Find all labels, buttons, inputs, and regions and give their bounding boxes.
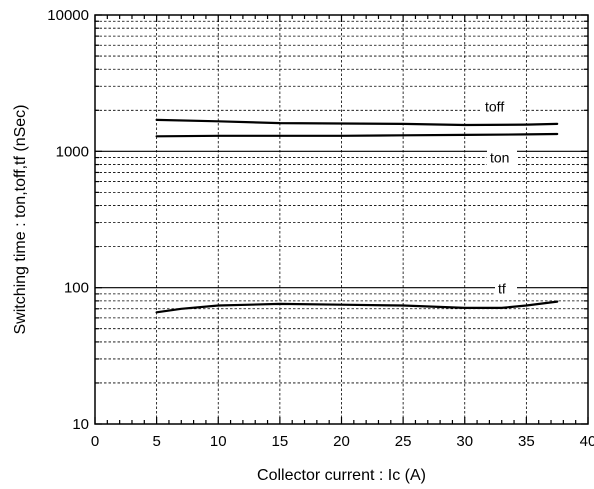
series-line-toff [155,118,559,127]
series-label-ton: ton [487,149,517,166]
series-label-bg [482,99,520,115]
x-tick-label: 30 [456,433,473,450]
series-label-toff: toff [482,99,520,115]
series-label-bg [487,150,517,166]
x-tick-label: 35 [518,433,535,450]
grid [95,15,588,424]
series-labels: toff ton tf [482,99,520,297]
series-label-bg [495,281,517,297]
x-tick-label: 25 [395,433,412,450]
series-line-ton [155,132,559,138]
series-label-tf: tf [495,281,517,297]
series-line-tf [155,300,559,314]
x-tick-label: 40 [580,433,594,450]
series-label-text: toff [485,99,504,115]
x-axis-label: Collector current : Ic (A) [257,467,426,484]
series-label-text: tf [498,281,506,297]
series-group [155,118,559,314]
x-tick-label: 10 [210,433,227,450]
y-tick-label: 10000 [47,7,89,24]
x-tick-label: 0 [91,433,99,450]
series-label-text: ton [490,149,509,165]
x-tick-label: 15 [272,433,289,450]
y-tick-label: 100 [64,280,89,297]
y-tick-label: 1000 [56,143,89,160]
x-tick-label: 5 [152,433,160,450]
tick-labels: 0 5 10 15 20 25 30 35 40 10 100 1000 10000 [47,7,594,450]
y-axis-label: Switching time : ton,toff,tf (nSec) [12,104,29,334]
y-tick-label: 10 [72,416,89,433]
x-tick-label: 20 [333,433,350,450]
axis-ticks [94,14,589,425]
